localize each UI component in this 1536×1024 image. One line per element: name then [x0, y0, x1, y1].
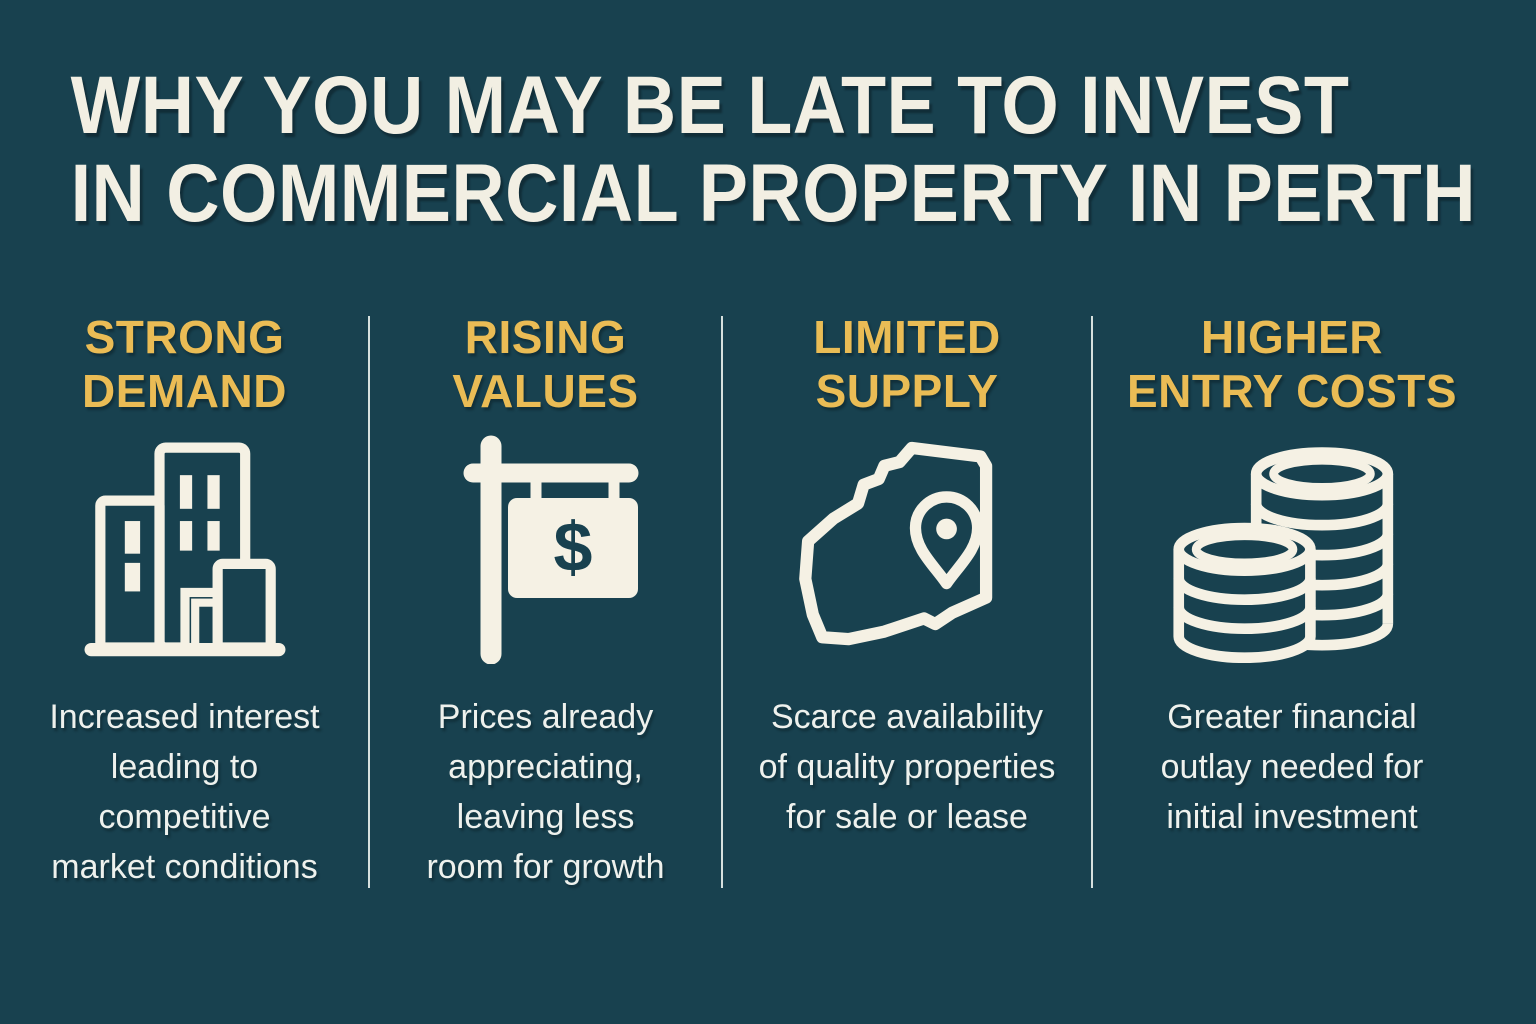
icon-box [722, 418, 1092, 670]
heading-line: ENTRY COSTS [1126, 365, 1458, 417]
title-line-1: WHY YOU MAY BE LATE TO INVEST [70, 60, 1350, 151]
column-higher-entry-costs: HIGHER ENTRY COSTS [1092, 0, 1492, 1024]
page-title: WHY YOU MAY BE LATE TO INVEST IN COMMERC… [0, 60, 1476, 239]
column-heading: LIMITED SUPPLY [722, 310, 1092, 418]
column-heading: HIGHER ENTRY COSTS [1092, 310, 1492, 418]
column-description: Scarce availability of quality propertie… [758, 698, 1056, 836]
column-divider [1091, 316, 1093, 888]
icon-box [0, 418, 369, 670]
heading-line: DEMAND [82, 365, 287, 417]
buildings-icon [84, 442, 285, 657]
heading-line: VALUES [452, 365, 639, 417]
icon-box [1092, 418, 1492, 670]
title-line-2: IN COMMERCIAL PROPERTY IN PERTH [70, 148, 1476, 239]
sale-sign-icon: $ [463, 435, 638, 664]
heading-line: LIMITED [813, 311, 1001, 363]
heading-line: RISING [464, 311, 627, 363]
location-pin-icon [909, 491, 984, 590]
column-limited-supply: LIMITED SUPPLY Scarce availability of qu… [722, 0, 1092, 1024]
dollar-sign-glyph: $ [553, 508, 592, 586]
heading-line: HIGHER [1201, 311, 1383, 363]
column-rising-values: RISING VALUES $ Prices already appreciat… [369, 0, 722, 1024]
icon-box: $ [369, 418, 722, 670]
column-description: Increased interest leading to competitiv… [49, 698, 320, 886]
heading-line: SUPPLY [815, 365, 999, 417]
heading-line: STRONG [84, 311, 285, 363]
column-strong-demand: STRONG DEMAND [0, 0, 369, 1024]
column-heading: RISING VALUES [369, 310, 722, 418]
column-divider [721, 316, 723, 888]
column-description: Prices already appreciating, leaving les… [426, 698, 665, 886]
column-heading: STRONG DEMAND [0, 310, 369, 418]
column-divider [368, 316, 370, 888]
column-description: Greater financial outlay needed for init… [1160, 698, 1424, 836]
coin-stacks-icon [1173, 447, 1394, 663]
western-australia-map-pin-icon [799, 441, 993, 646]
